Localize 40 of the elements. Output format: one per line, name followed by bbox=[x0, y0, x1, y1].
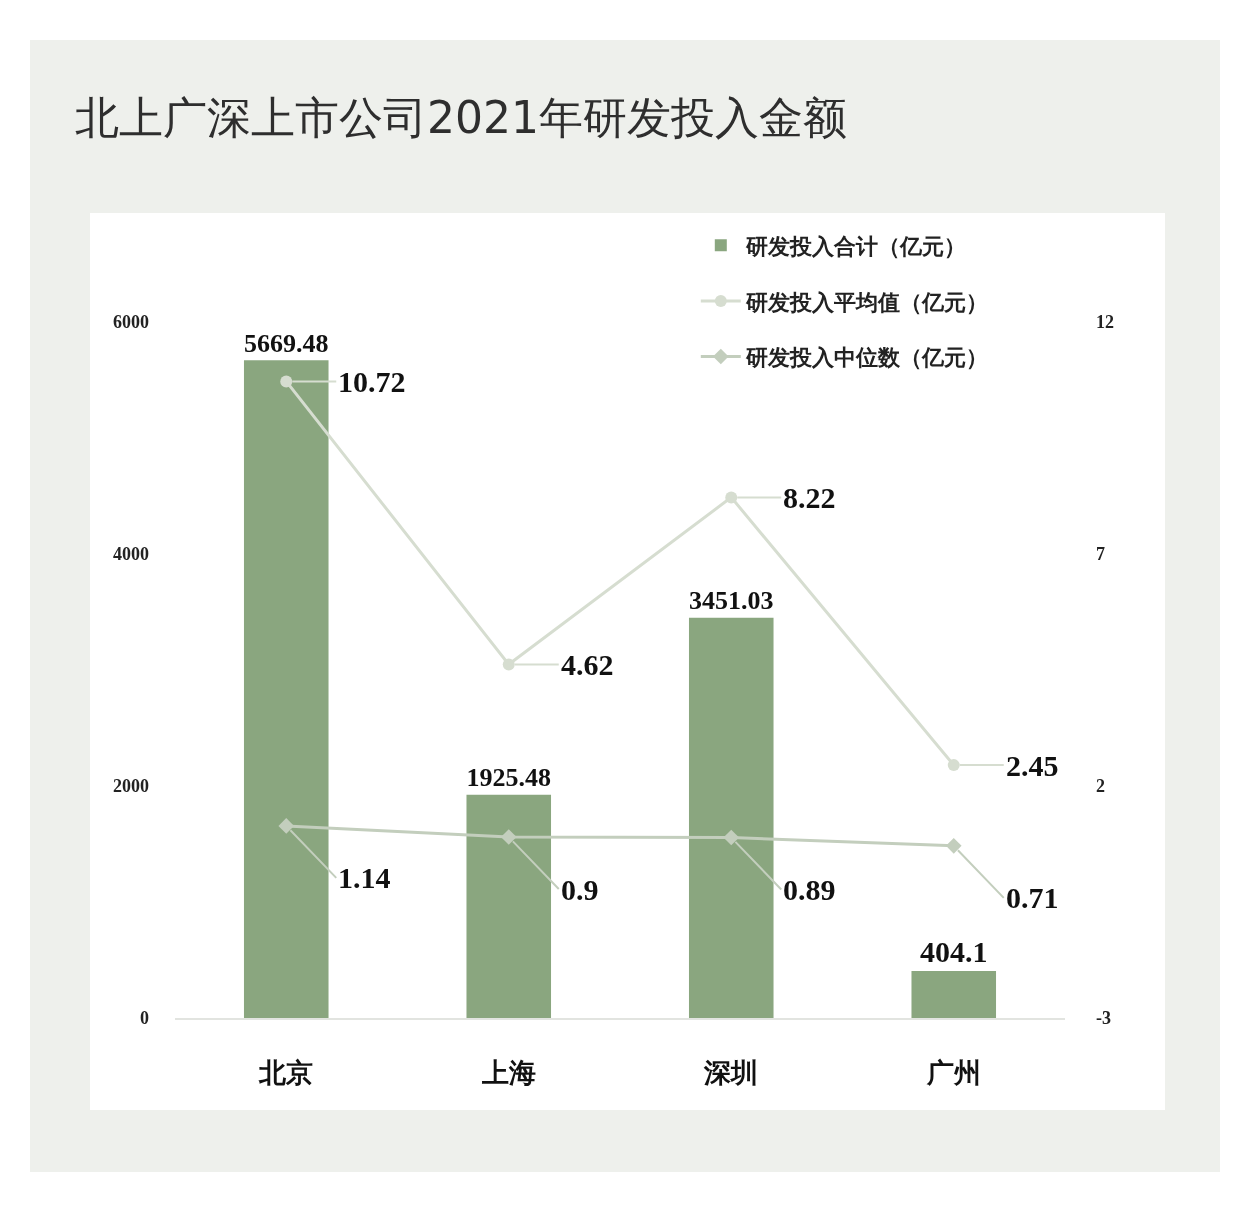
x-tick-label: 北京 bbox=[258, 1058, 314, 1089]
y2-tick-label: 7 bbox=[1096, 544, 1105, 565]
y-tick-label: 2000 bbox=[113, 776, 149, 797]
y2-tick-label: 2 bbox=[1096, 776, 1105, 797]
x-tick-label: 广州 bbox=[925, 1058, 981, 1089]
bar bbox=[688, 617, 774, 1018]
data-label: 0.9 bbox=[561, 873, 599, 906]
point bbox=[280, 375, 293, 388]
x-tick-label: 深圳 bbox=[703, 1058, 759, 1089]
point bbox=[945, 838, 962, 854]
data-label: 404.1 bbox=[920, 935, 988, 969]
data-label: 0.89 bbox=[783, 873, 836, 906]
x-tick-label: 上海 bbox=[480, 1058, 536, 1089]
data-label: 8.22 bbox=[783, 481, 836, 514]
point bbox=[502, 658, 515, 671]
point bbox=[723, 829, 740, 846]
chart-title: 北上广深上市公司2021年研发投入金额 bbox=[75, 92, 847, 144]
data-label: 0.71 bbox=[1006, 881, 1059, 914]
data-label: 1925.48 bbox=[466, 763, 552, 793]
legend-label: 研发投入中位数（亿元） bbox=[744, 345, 988, 371]
y2-tick-label: 12 bbox=[1096, 312, 1114, 333]
point bbox=[500, 829, 517, 845]
y-tick-label: 4000 bbox=[113, 544, 149, 565]
legend-label: 研发投入合计（亿元） bbox=[744, 233, 966, 259]
point bbox=[947, 759, 960, 772]
y-tick-label: 6000 bbox=[113, 312, 149, 333]
point bbox=[278, 818, 295, 834]
data-label: 4.62 bbox=[561, 648, 614, 681]
bar bbox=[911, 971, 997, 1018]
bar bbox=[466, 794, 552, 1018]
data-label: 3451.03 bbox=[689, 586, 774, 616]
y2-tick-label: -3 bbox=[1096, 1008, 1111, 1029]
bar bbox=[243, 360, 329, 1018]
legend-label: 研发投入平均值（亿元） bbox=[744, 289, 988, 315]
data-label: 5669.48 bbox=[244, 329, 329, 359]
point bbox=[725, 491, 738, 504]
data-label: 2.45 bbox=[1006, 749, 1059, 782]
y-tick-label: 0 bbox=[140, 1008, 149, 1029]
data-label: 1.14 bbox=[338, 861, 391, 894]
data-label: 10.72 bbox=[338, 365, 406, 398]
